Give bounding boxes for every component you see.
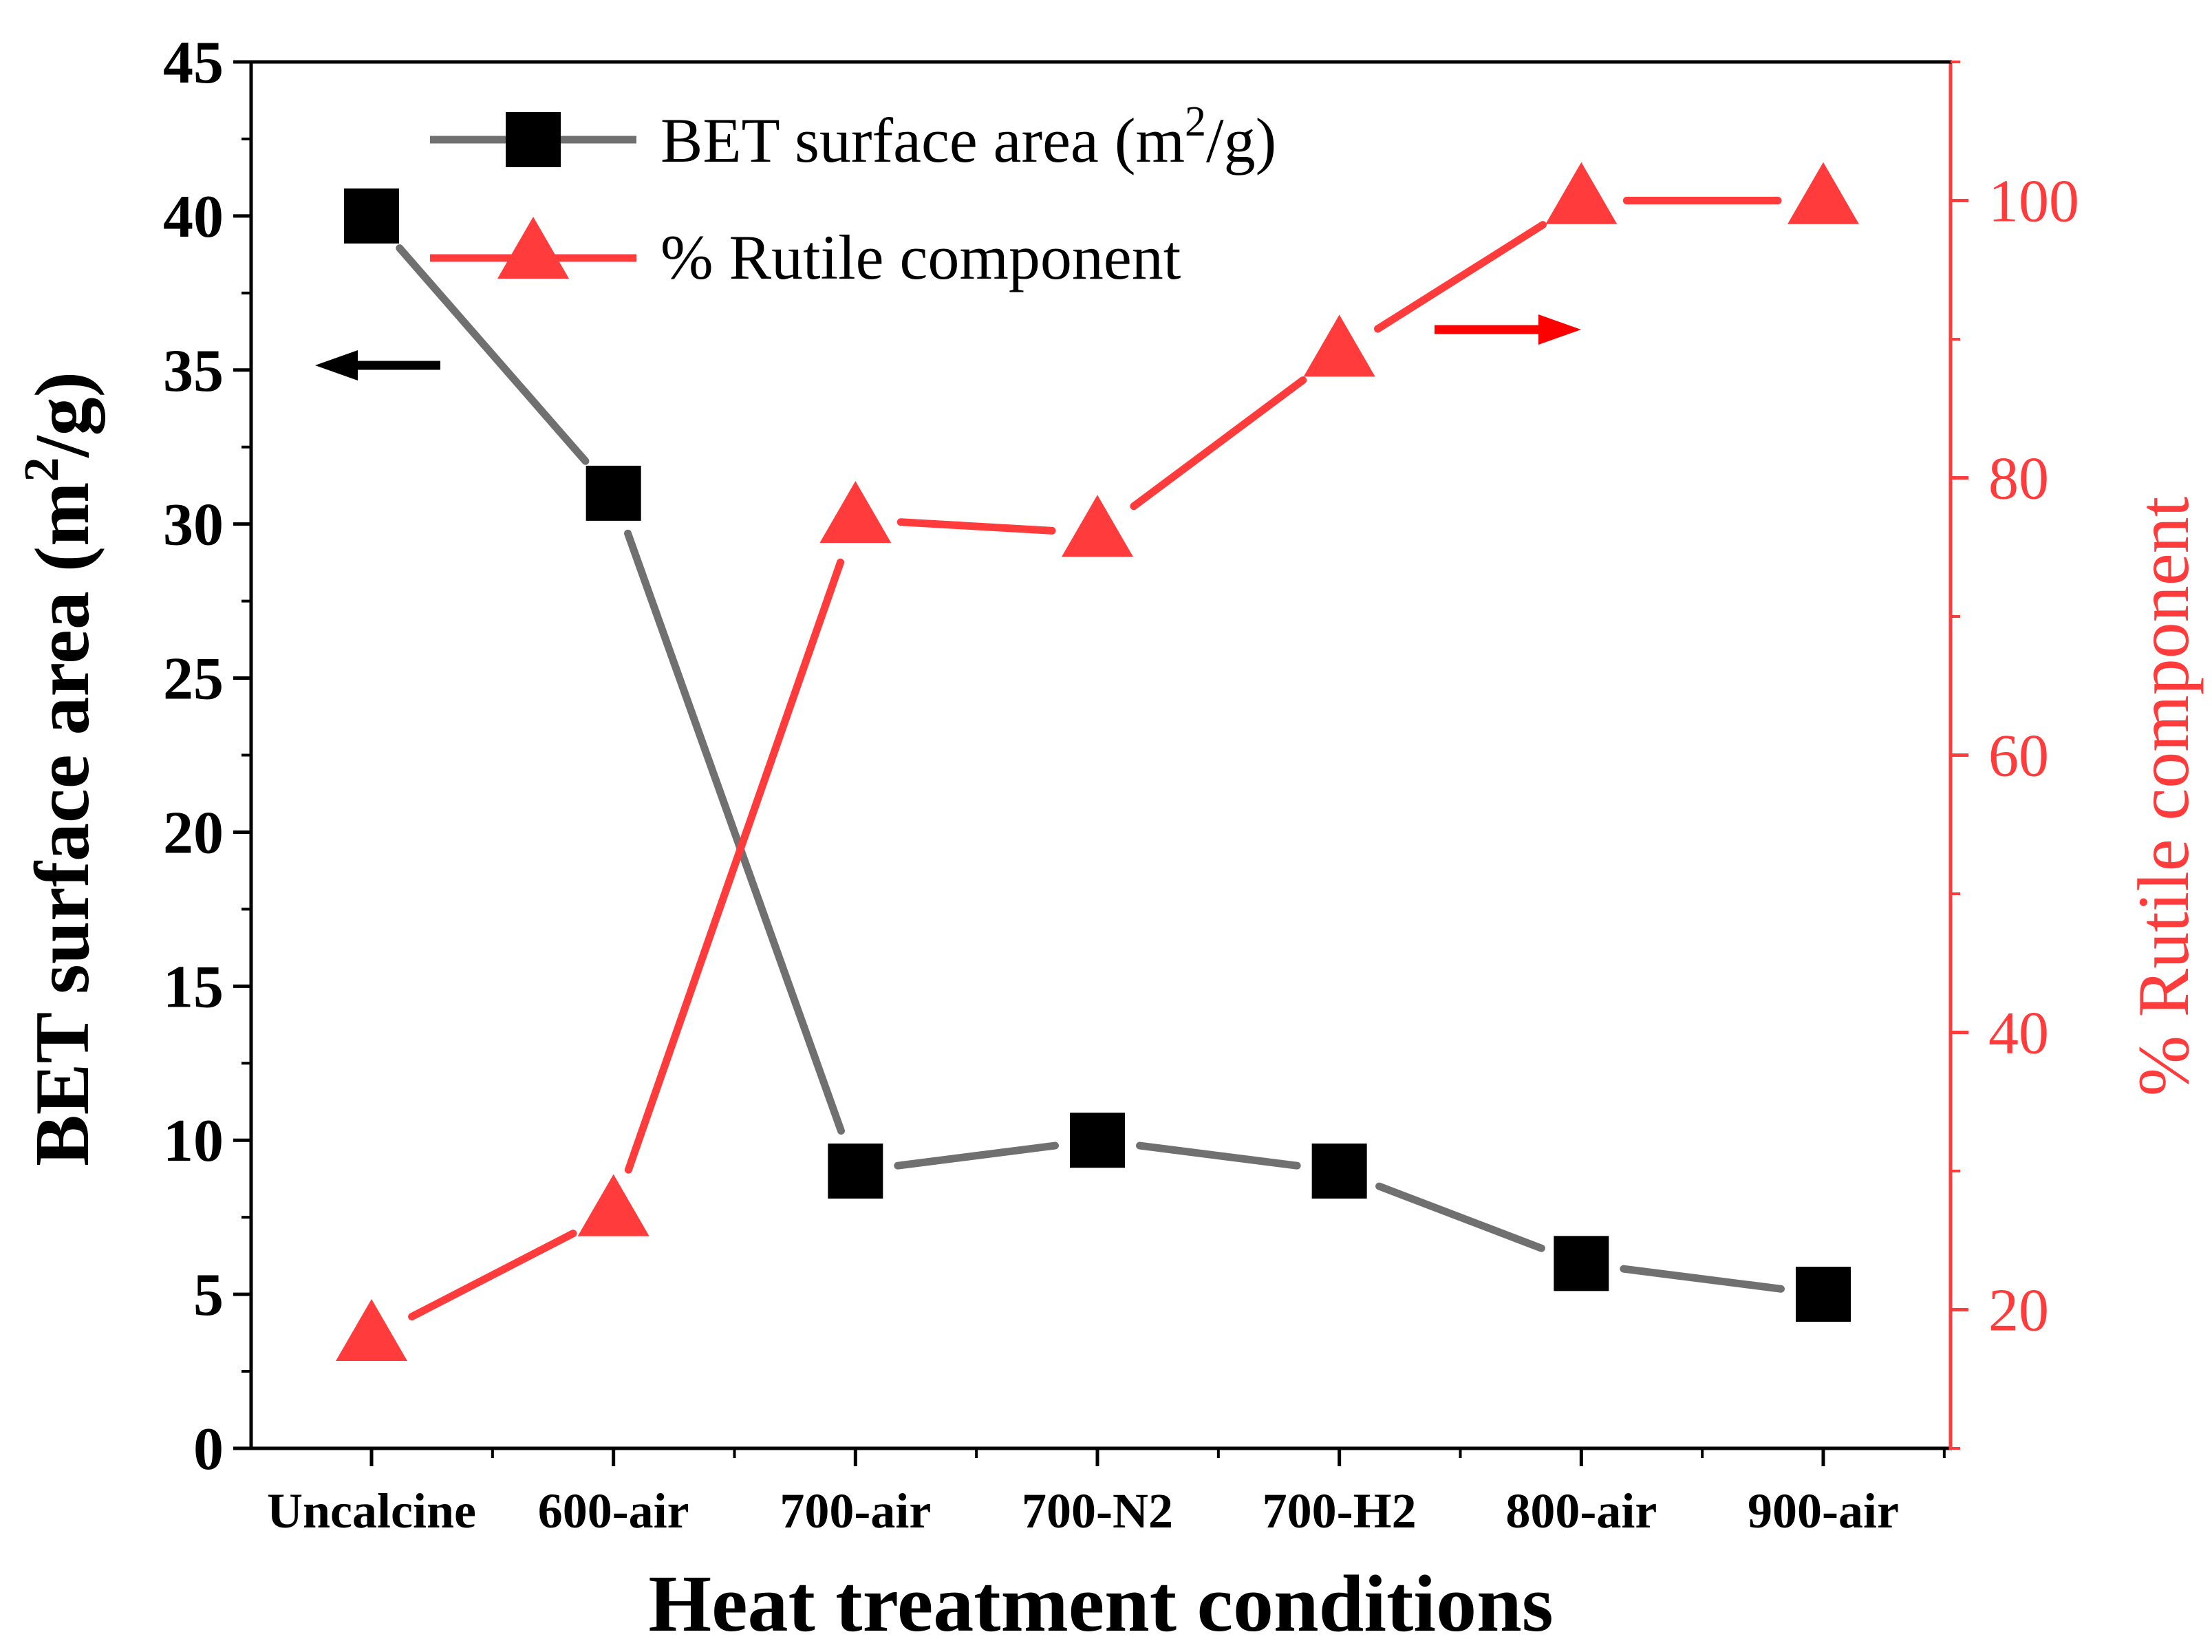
legend-bet-marker — [506, 112, 561, 167]
right-tick-label: 40 — [1988, 1000, 2049, 1067]
rutile-marker-triangle — [819, 481, 892, 544]
rutile-marker-triangle — [1062, 495, 1133, 557]
x-tick-label: 900-air — [1748, 1483, 1899, 1538]
right-axis-arrow-head — [1538, 314, 1581, 345]
bet-marker-square — [1311, 1144, 1367, 1199]
axes: 0 5 10 15 20 25 30 35 40 45 20 40 60 80 100 Uncalcine 60… — [163, 30, 2079, 1538]
axis-labels: Heat treatment conditions BET surface are… — [14, 314, 2204, 1649]
left-tick-label: 5 — [193, 1262, 224, 1329]
x-tick-label: 700-air — [780, 1483, 931, 1538]
x-axis-title: Heat treatment conditions — [648, 1558, 1553, 1649]
left-tick-label: 25 — [163, 646, 224, 713]
left-tick-label: 30 — [163, 492, 224, 559]
right-axis-title: % Rutile component — [2123, 497, 2204, 1096]
left-tick-label: 40 — [163, 184, 224, 250]
right-tick-label: 20 — [1988, 1278, 2049, 1344]
legend-bet-label: BET surface area (m2/g) — [661, 98, 1276, 175]
x-tick-label: 700-N2 — [1022, 1483, 1173, 1538]
rutile-marker-triangle — [1303, 314, 1375, 377]
rutile-marker-triangle — [336, 1299, 407, 1361]
right-tick-label: 60 — [1988, 723, 2049, 790]
bet-marker-square — [1554, 1236, 1609, 1291]
left-tick-label: 0 — [193, 1416, 224, 1483]
right-tick-label: 100 — [1988, 169, 2079, 235]
series-1-line-segment — [408, 1230, 577, 1321]
bet-marker-square — [828, 1144, 883, 1199]
rutile-marker-triangle — [577, 1174, 649, 1236]
series-0-line-segment — [1375, 1182, 1545, 1252]
legend-rutile-marker — [497, 217, 569, 279]
bet-marker-square — [344, 188, 399, 244]
series-1-line-segment — [1374, 221, 1547, 333]
series-layer — [336, 162, 1859, 1361]
series-0-line-segment — [624, 529, 845, 1135]
x-tick-label: Uncalcine — [267, 1483, 476, 1538]
series-1-line-segment — [896, 518, 1056, 535]
right-tick-label: 80 — [1988, 446, 2049, 513]
x-tick-label: 800-air — [1505, 1483, 1657, 1538]
left-tick-label: 10 — [163, 1108, 224, 1174]
series-0-line-segment — [1620, 1265, 1785, 1293]
series-1-line-segment — [1130, 376, 1307, 511]
series-1-line-segment — [624, 558, 845, 1174]
left-tick-label: 35 — [163, 338, 224, 405]
left-axis-arrow-head — [315, 350, 358, 380]
left-tick-label: 15 — [163, 954, 224, 1020]
bet-marker-square — [1796, 1267, 1851, 1322]
legend-rutile-label: % Rutile component — [661, 222, 1181, 292]
bet-marker-square — [586, 465, 641, 521]
series-0-line-segment — [894, 1141, 1059, 1170]
rutile-marker-triangle — [1787, 162, 1859, 224]
legend: BET surface area (m2/g) % Rutile componen… — [430, 98, 1276, 292]
bet-marker-square — [1070, 1113, 1125, 1168]
left-axis-title: BET surface area (m2/g) — [14, 372, 105, 1166]
rutile-marker-triangle — [1545, 162, 1618, 224]
left-tick-label: 20 — [163, 800, 224, 866]
x-tick-label: 700-H2 — [1263, 1483, 1417, 1538]
x-tick-label: 600-air — [538, 1483, 689, 1538]
left-tick-label: 45 — [163, 30, 224, 96]
series-0-line-segment — [1136, 1141, 1301, 1170]
series-0-line-segment — [396, 244, 590, 465]
